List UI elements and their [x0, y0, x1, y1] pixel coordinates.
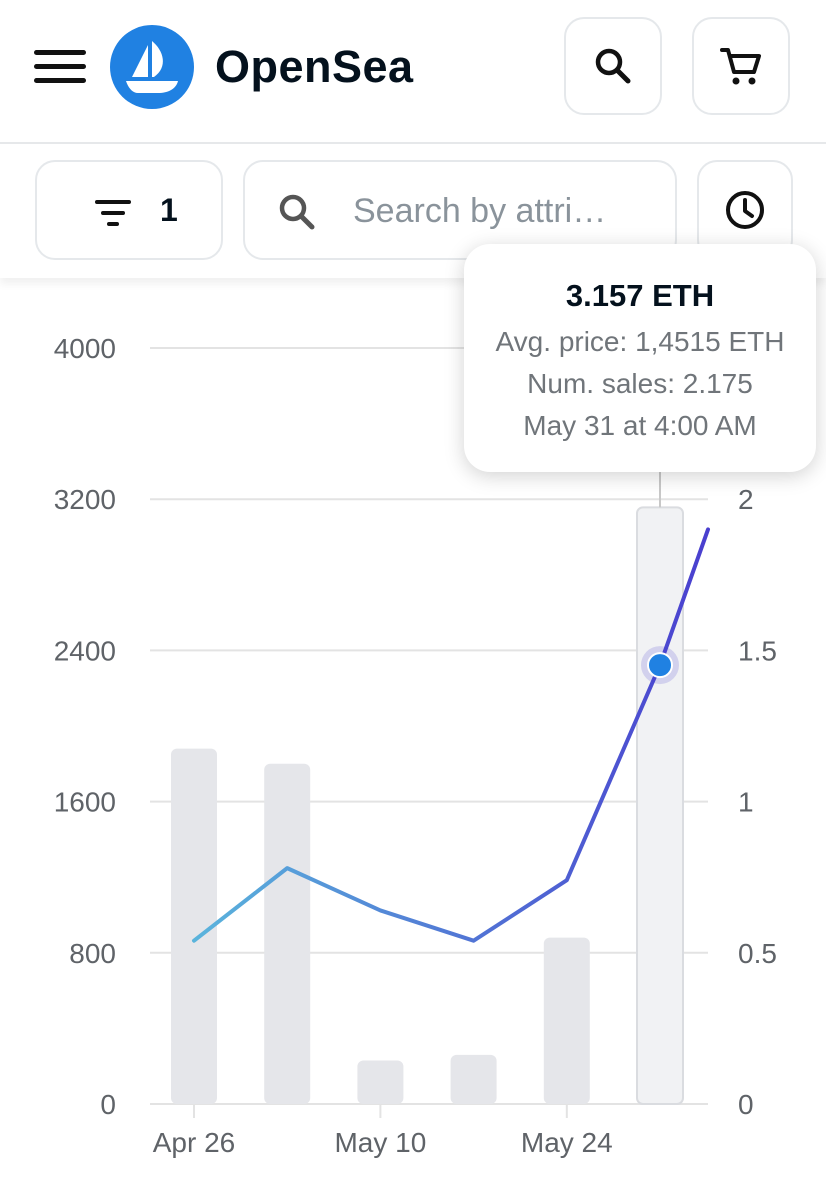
- chart-bar-highlighted: [636, 506, 684, 1105]
- attribute-search-input[interactable]: [353, 190, 653, 232]
- top-navigation-bar: OpenSea: [0, 0, 826, 142]
- sailboat-logo-icon[interactable]: [110, 25, 194, 109]
- active-filter-count: 1: [160, 192, 178, 228]
- y-left-tick-label: 800: [69, 938, 116, 969]
- tooltip-date: May 31 at 4:00 AM: [523, 410, 757, 441]
- y-right-tick-label: 1: [738, 787, 754, 818]
- y-left-tick-label: 0: [100, 1089, 116, 1120]
- chart-bar: [450, 1054, 497, 1104]
- chart-tooltip: 3.157 ETH Avg. price: 1,4515 ETH Num. sa…: [464, 244, 816, 472]
- x-tick-label: Apr 26: [153, 1127, 236, 1158]
- hamburger-menu-icon[interactable]: [34, 50, 86, 84]
- filter-button[interactable]: 1: [35, 160, 223, 260]
- chart-bar: [171, 748, 217, 1104]
- tooltip-avg-price: Avg. price: 1,4515 ETH: [495, 326, 785, 357]
- tooltip-volume: 3.157 ETH: [565, 278, 715, 313]
- y-left-tick-label: 1600: [54, 787, 116, 818]
- avg-price-line: [192, 527, 710, 943]
- y-right-tick-label: 2: [738, 484, 754, 515]
- x-tick-label: May 24: [521, 1127, 613, 1158]
- clock-icon: [726, 191, 764, 229]
- filter-icon: [95, 200, 131, 226]
- attribute-search-field[interactable]: [243, 160, 677, 260]
- cart-icon: [720, 48, 761, 85]
- y-right-tick-label: 1.5: [738, 635, 777, 666]
- brand-name[interactable]: OpenSea: [215, 41, 414, 92]
- header-divider: [0, 142, 826, 144]
- y-right-tick-label: 0.5: [738, 938, 777, 969]
- y-left-tick-label: 3200: [54, 484, 116, 515]
- chart-bar: [357, 1060, 404, 1104]
- y-left-tick-label: 4000: [54, 333, 116, 364]
- price-history-chart[interactable]: 0 800 1600 2400 3200 4000 0 0.5 1 1.5 2 Apr 26 May 1…: [0, 278, 826, 1200]
- cart-button[interactable]: [692, 17, 790, 115]
- x-tick-label: May 10: [334, 1127, 426, 1158]
- y-left-tick-label: 2400: [54, 635, 116, 666]
- search-icon: [279, 194, 315, 230]
- tooltip-num-sales: Num. sales: 2.175: [527, 368, 753, 399]
- highlight-point: [647, 652, 673, 679]
- search-icon: [595, 48, 631, 84]
- y-right-tick-label: 0: [738, 1089, 754, 1120]
- search-button[interactable]: [564, 17, 662, 115]
- chart-bar: [264, 763, 311, 1104]
- chart-bar: [543, 937, 590, 1104]
